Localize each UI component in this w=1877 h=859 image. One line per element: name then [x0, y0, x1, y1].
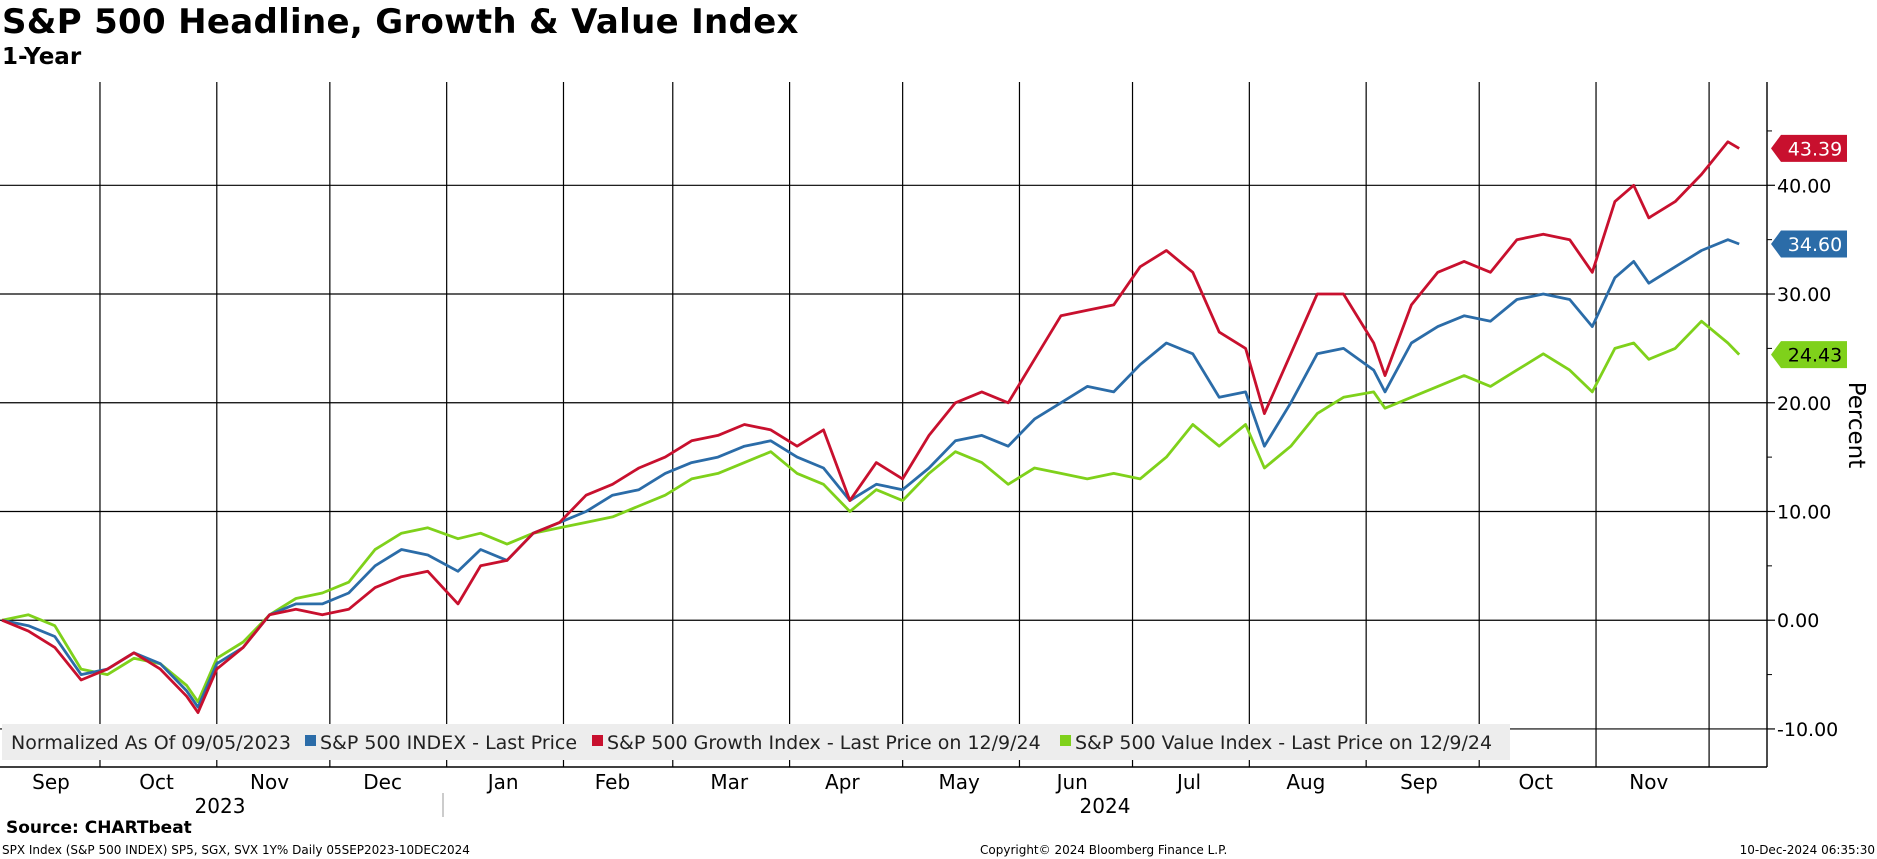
legend-swatch-growth	[592, 735, 603, 746]
x-month-label: Sep	[1400, 770, 1438, 794]
x-month-label: Oct	[1518, 770, 1553, 794]
legend-label-growth: S&P 500 Growth Index - Last Price on 12/…	[607, 732, 1041, 754]
last-value-label-growth: 43.39	[1788, 138, 1842, 160]
x-month-label: Feb	[595, 770, 630, 794]
y-tick-label: 40.00	[1777, 175, 1831, 197]
last-value-tag-sp500	[1771, 230, 1847, 258]
series-line-sp500	[1, 238, 1740, 709]
y-tick-label: 10.00	[1777, 501, 1831, 523]
x-month-label: Jan	[486, 770, 519, 794]
x-year-label: 2024	[1080, 794, 1131, 818]
source-note: Source: CHARTbeat	[6, 818, 192, 838]
x-month-label: Nov	[250, 770, 289, 794]
x-month-label: Oct	[139, 770, 174, 794]
footer-timestamp: 10-Dec-2024 06:35:30	[1739, 843, 1875, 857]
x-month-label: Apr	[825, 770, 860, 794]
x-month-label: Sep	[32, 770, 70, 794]
legend-intro: Normalized As Of 09/05/2023	[11, 732, 291, 754]
chart-title: S&P 500 Headline, Growth & Value Index	[2, 2, 799, 42]
legend-swatch-sp500	[305, 735, 316, 746]
x-month-label: Aug	[1286, 770, 1325, 794]
chart-subtitle: 1-Year	[2, 44, 82, 70]
footer-copyright: Copyright© 2024 Bloomberg Finance L.P.	[980, 843, 1228, 857]
y-tick-label: -10.00	[1777, 719, 1838, 741]
y-tick-label: 20.00	[1777, 393, 1831, 415]
series-line-growth	[1, 140, 1740, 714]
x-month-label: Jun	[1055, 770, 1088, 794]
x-month-label: Dec	[363, 770, 402, 794]
x-month-label: Nov	[1629, 770, 1668, 794]
x-month-label: Mar	[710, 770, 749, 794]
y-tick-label: 0.00	[1777, 610, 1819, 632]
y-axis-title: Percent	[1843, 382, 1869, 469]
last-value-tag-growth	[1771, 134, 1847, 162]
last-value-tag-value	[1771, 341, 1847, 369]
x-month-label: Jul	[1175, 770, 1201, 794]
legend-label-value: S&P 500 Value Index - Last Price on 12/9…	[1075, 732, 1492, 754]
series-line-value	[1, 319, 1741, 704]
y-tick-label: 30.00	[1777, 284, 1831, 306]
x-month-label: May	[938, 770, 980, 794]
footer-ticker-info: SPX Index (S&P 500 INDEX) SP5, SGX, SVX …	[2, 843, 470, 857]
x-year-label: 2023	[195, 794, 246, 818]
last-value-label-sp500: 34.60	[1788, 234, 1842, 256]
legend-box	[2, 724, 1510, 760]
legend-label-sp500: S&P 500 INDEX - Last Price	[320, 732, 577, 754]
last-value-label-value: 24.43	[1788, 345, 1842, 367]
legend-swatch-value	[1060, 735, 1071, 746]
